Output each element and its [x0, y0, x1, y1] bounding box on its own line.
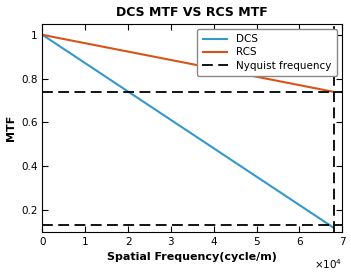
Y-axis label: MTF: MTF — [6, 115, 15, 141]
Text: $\times10^4$: $\times10^4$ — [314, 257, 342, 271]
X-axis label: Spatial Frequency(cycle/m): Spatial Frequency(cycle/m) — [107, 252, 277, 263]
Title: DCS MTF VS RCS MTF: DCS MTF VS RCS MTF — [117, 6, 268, 19]
Legend: DCS, RCS, Nyquist frequency: DCS, RCS, Nyquist frequency — [197, 29, 337, 76]
